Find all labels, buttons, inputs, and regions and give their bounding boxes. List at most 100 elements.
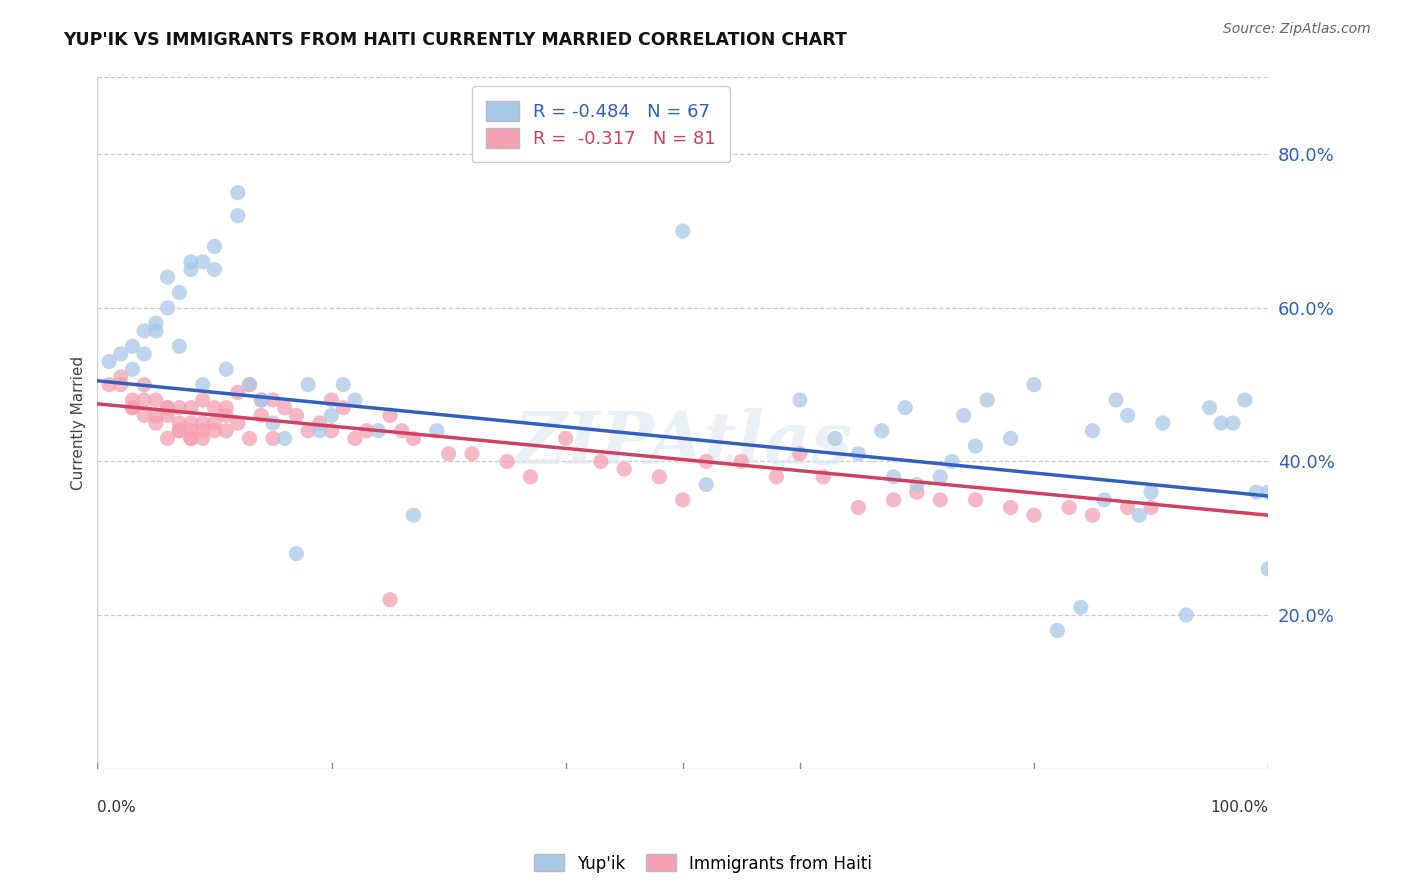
Point <box>226 385 249 400</box>
Text: Source: ZipAtlas.com: Source: ZipAtlas.com <box>1223 22 1371 37</box>
Point <box>226 186 249 200</box>
Point <box>1022 508 1045 523</box>
Point <box>941 454 963 468</box>
Point <box>180 416 202 430</box>
Point <box>134 409 156 423</box>
Point <box>976 392 998 407</box>
Point <box>905 485 928 500</box>
Point <box>297 424 319 438</box>
Point <box>169 339 191 353</box>
Point <box>204 416 226 430</box>
Point <box>1257 485 1279 500</box>
Point <box>204 401 226 415</box>
Point <box>965 439 987 453</box>
Point <box>180 262 202 277</box>
Point <box>215 424 238 438</box>
Point <box>1081 508 1104 523</box>
Point <box>789 447 811 461</box>
Point <box>285 409 308 423</box>
Point <box>648 470 671 484</box>
Point <box>121 362 143 376</box>
Point <box>204 239 226 253</box>
Point <box>1116 409 1139 423</box>
Point <box>1022 377 1045 392</box>
Point <box>1175 608 1198 623</box>
Point <box>308 416 330 430</box>
Point <box>321 392 343 407</box>
Point <box>1092 492 1115 507</box>
Point <box>1000 500 1022 515</box>
Point <box>273 431 295 445</box>
Point <box>110 377 132 392</box>
Point <box>437 447 460 461</box>
Point <box>402 508 425 523</box>
Point <box>215 409 238 423</box>
Point <box>169 424 191 438</box>
Point <box>929 492 952 507</box>
Point <box>813 470 835 484</box>
Point <box>145 324 167 338</box>
Point <box>191 254 214 268</box>
Point <box>848 500 870 515</box>
Point <box>870 424 893 438</box>
Point <box>238 377 260 392</box>
Point <box>169 416 191 430</box>
Point <box>367 424 389 438</box>
Point <box>1246 485 1268 500</box>
Point <box>110 370 132 384</box>
Point <box>98 377 121 392</box>
Point <box>98 354 121 368</box>
Point <box>848 447 870 461</box>
Point <box>215 362 238 376</box>
Point <box>402 431 425 445</box>
Point <box>965 492 987 507</box>
Point <box>343 431 366 445</box>
Point <box>882 492 904 507</box>
Point <box>121 392 143 407</box>
Point <box>121 401 143 415</box>
Point <box>250 409 273 423</box>
Point <box>145 416 167 430</box>
Legend: R = -0.484   N = 67, R =  -0.317   N = 81: R = -0.484 N = 67, R = -0.317 N = 81 <box>471 87 730 162</box>
Point <box>1140 485 1163 500</box>
Point <box>250 392 273 407</box>
Point <box>765 470 787 484</box>
Point <box>343 392 366 407</box>
Point <box>461 447 484 461</box>
Point <box>180 254 202 268</box>
Point <box>273 401 295 415</box>
Point <box>730 454 752 468</box>
Point <box>378 592 401 607</box>
Point <box>134 377 156 392</box>
Point <box>1116 500 1139 515</box>
Point <box>1081 424 1104 438</box>
Point <box>695 454 717 468</box>
Point <box>215 401 238 415</box>
Point <box>156 401 179 415</box>
Point <box>929 470 952 484</box>
Point <box>1046 624 1069 638</box>
Point <box>589 454 612 468</box>
Point <box>169 285 191 300</box>
Point <box>191 392 214 407</box>
Point <box>824 431 846 445</box>
Point <box>356 424 378 438</box>
Point <box>169 401 191 415</box>
Point <box>1000 431 1022 445</box>
Point <box>134 347 156 361</box>
Text: ZIPAtlas: ZIPAtlas <box>513 409 852 479</box>
Text: 100.0%: 100.0% <box>1211 800 1268 814</box>
Point <box>250 392 273 407</box>
Point <box>1233 392 1256 407</box>
Point <box>191 377 214 392</box>
Point <box>110 347 132 361</box>
Point <box>1211 416 1233 430</box>
Point <box>332 377 354 392</box>
Point <box>156 401 179 415</box>
Point <box>191 416 214 430</box>
Point <box>332 401 354 415</box>
Point <box>156 301 179 315</box>
Point <box>226 209 249 223</box>
Point <box>285 547 308 561</box>
Point <box>308 424 330 438</box>
